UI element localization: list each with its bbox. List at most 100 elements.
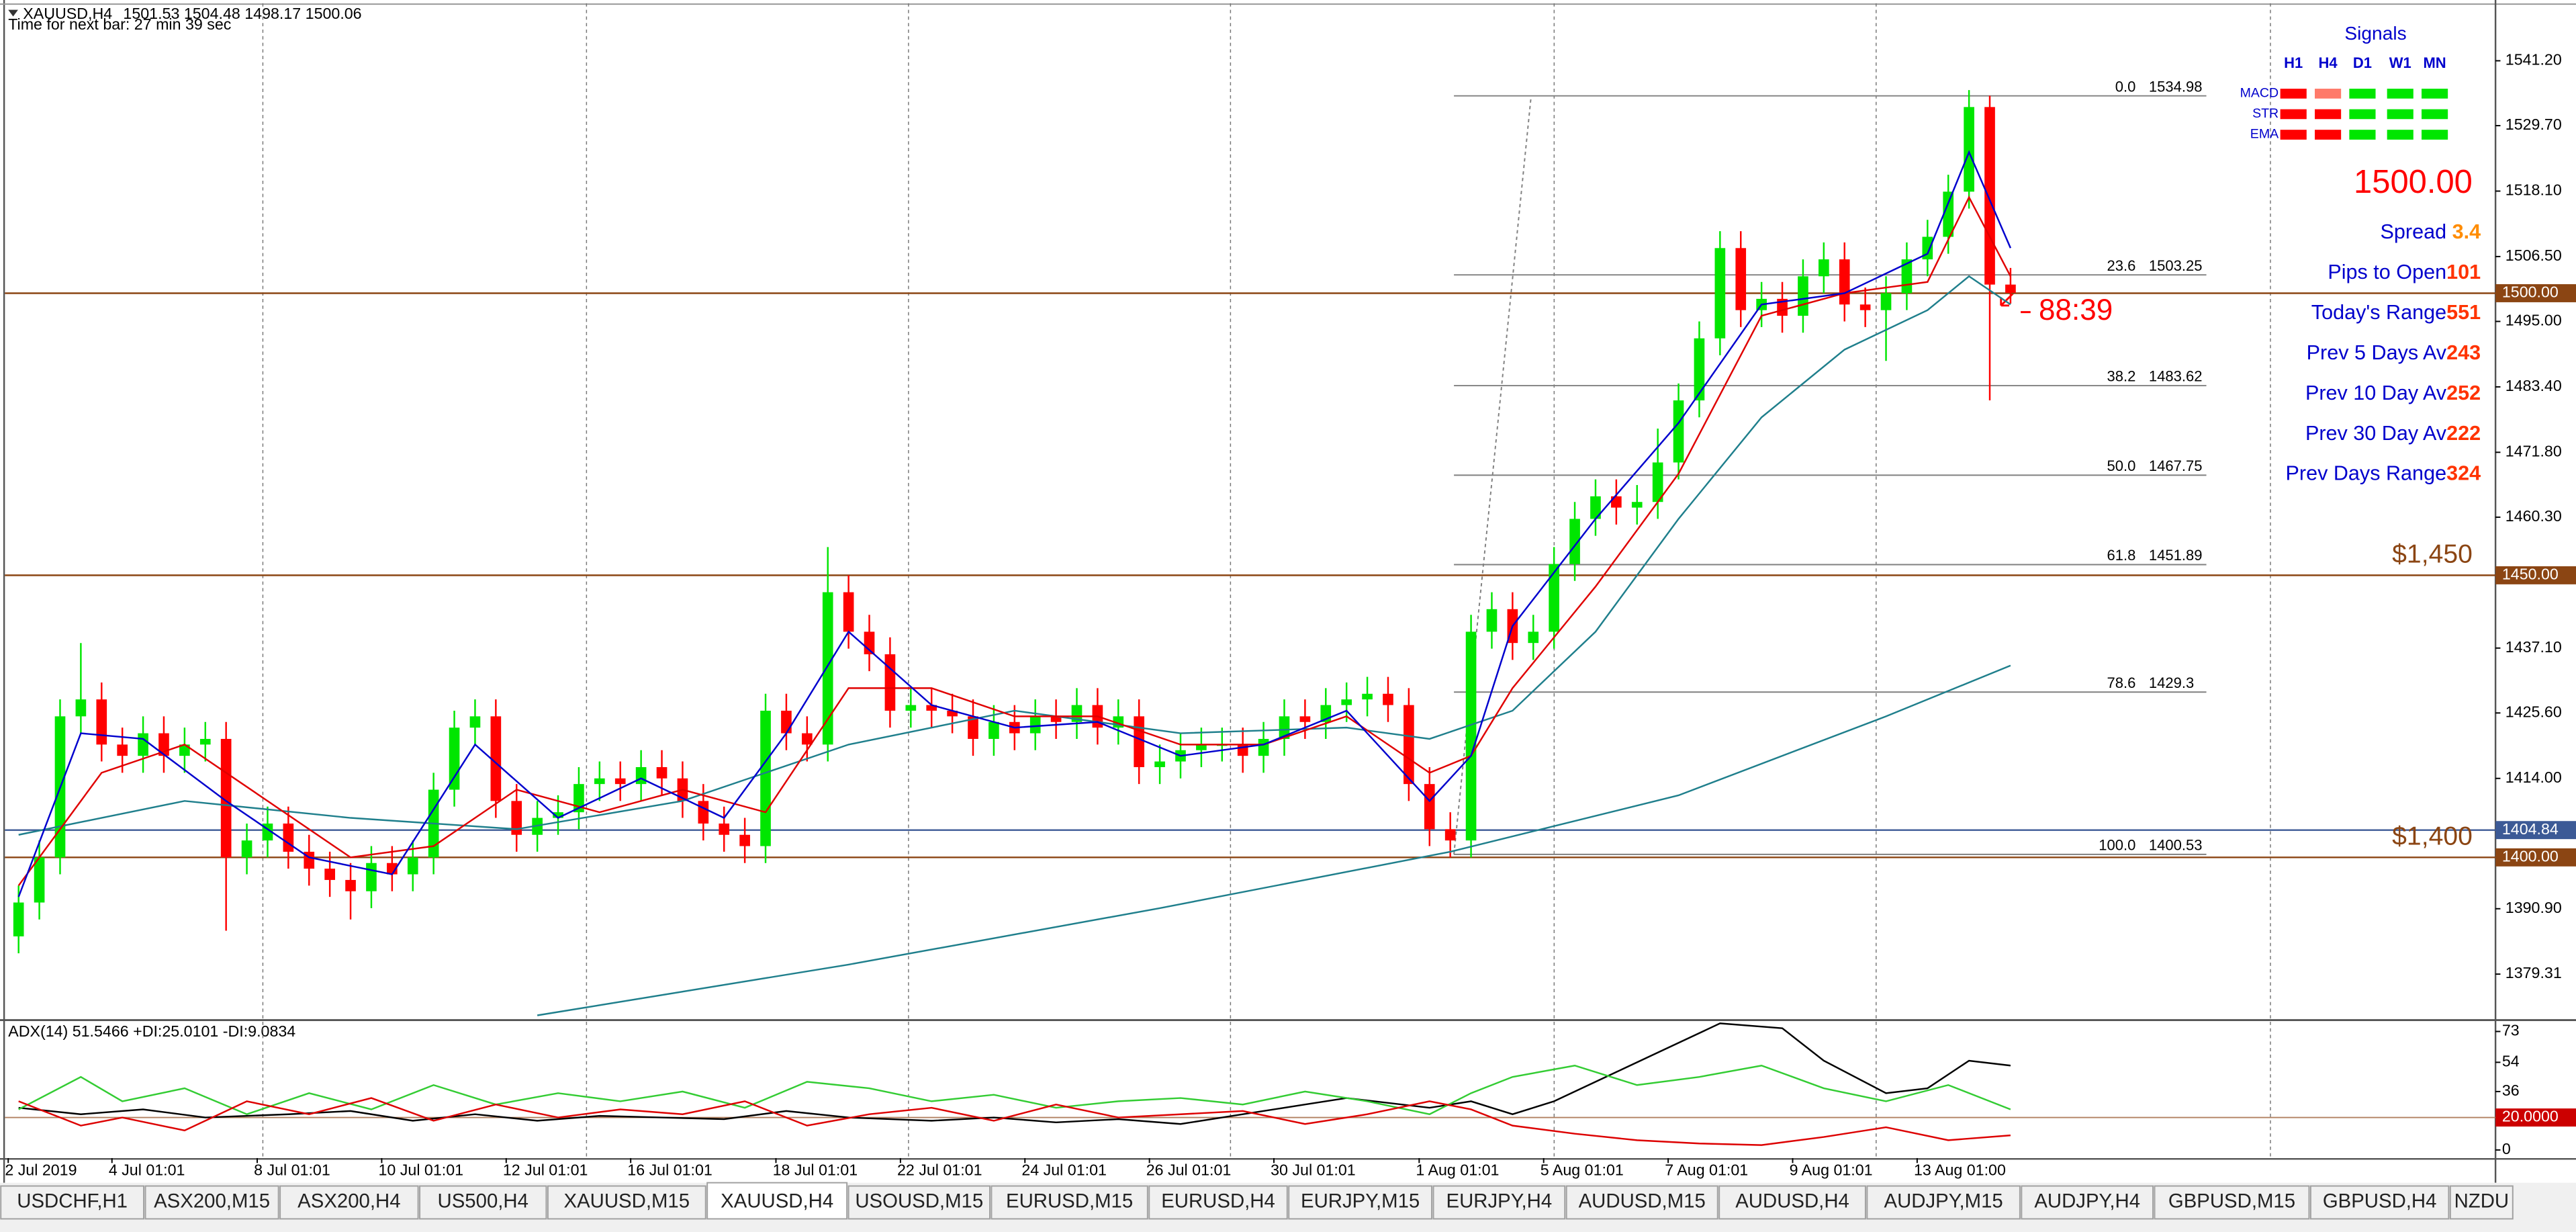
level-badge-label: 20.0000: [2502, 1108, 2559, 1125]
tab[interactable]: [991, 1185, 1148, 1220]
level-badge-label: 1400.00: [2502, 847, 2559, 865]
tab[interactable]: [0, 1185, 145, 1220]
info-value: 243: [2446, 341, 2481, 364]
tab[interactable]: [2449, 1185, 2514, 1220]
candle-body: [1880, 293, 1892, 310]
tab-label[interactable]: GBPUSD,M15: [2168, 1190, 2295, 1213]
tab[interactable]: [2154, 1185, 2310, 1220]
tab[interactable]: [1718, 1185, 1866, 1220]
candle-body: [469, 716, 481, 728]
x-tick-label: 13 Aug 01:00: [1914, 1161, 2006, 1179]
tab-label[interactable]: ASX200,H4: [297, 1190, 400, 1213]
tab-label[interactable]: GBPUSD,H4: [2323, 1190, 2437, 1213]
fib-price: 1429.3: [2149, 674, 2194, 691]
moving-average: [537, 664, 2011, 1016]
candle-body: [1196, 744, 1207, 750]
y-tick-label: 1425.60: [2505, 703, 2562, 720]
level-badge-label: 1500.00: [2502, 283, 2559, 301]
y-tick-label: 1529.70: [2505, 116, 2562, 133]
tab[interactable]: [144, 1185, 279, 1220]
y-tick-label: 1390.90: [2505, 899, 2562, 916]
tab-label[interactable]: USDCHF,H1: [17, 1190, 128, 1213]
tab-label[interactable]: USOUSD,M15: [855, 1190, 983, 1213]
info-row: Prev 10 Day Av252: [2305, 382, 2481, 404]
collapse-icon[interactable]: [8, 9, 18, 17]
signals-row-label: STR: [2252, 106, 2279, 121]
x-tick-label: 22 Jul 01:01: [897, 1161, 982, 1179]
tab-label[interactable]: EURUSD,M15: [1006, 1190, 1133, 1213]
candle-body: [988, 721, 999, 739]
tab-label[interactable]: AUDUSD,H4: [1735, 1190, 1849, 1213]
chart-header: XAUUSD,H4 1501.53 1504.48 1498.17 1500.0…: [23, 5, 361, 22]
tab-label[interactable]: EURJPY,M15: [1301, 1190, 1420, 1213]
candle-body: [760, 710, 771, 846]
info-value: 551: [2446, 301, 2481, 324]
candle-body: [241, 840, 252, 858]
tab-label[interactable]: AUDUSD,M15: [1579, 1190, 1706, 1213]
level-badge: [2495, 848, 2576, 867]
y-tick-label: 1460.30: [2505, 507, 2562, 525]
moving-average: [18, 275, 2011, 836]
tab[interactable]: [2021, 1185, 2154, 1220]
candle-body: [179, 744, 190, 756]
tab-label[interactable]: EURJPY,H4: [1446, 1190, 1553, 1213]
info-label: Prev 10 Day Av: [2305, 382, 2447, 404]
candle-body: [947, 710, 958, 717]
tab-label[interactable]: XAUUSD,H4: [721, 1190, 833, 1213]
info-row: Prev 30 Day Av222: [2305, 422, 2481, 445]
signals-column: D1: [2353, 54, 2372, 71]
candle-body: [1590, 496, 1601, 519]
tab[interactable]: [279, 1185, 419, 1220]
tab[interactable]: [1866, 1185, 2021, 1220]
candle-body: [1424, 784, 1435, 830]
fib-level: 0.0: [2115, 78, 2136, 95]
candle-body: [138, 733, 148, 756]
candle-body: [1404, 705, 1414, 785]
candle-body: [1694, 338, 1705, 401]
candle-body: [345, 879, 356, 891]
fib-level: 61.8: [2107, 547, 2136, 564]
tab-label[interactable]: XAUUSD,M15: [564, 1190, 690, 1213]
candle-body: [96, 699, 107, 745]
candle-body: [781, 710, 792, 734]
fib-price: 1400.53: [2149, 836, 2203, 853]
y-tick-label: 1379.31: [2505, 964, 2562, 981]
tab[interactable]: [419, 1185, 547, 1220]
tab-label[interactable]: US500,H4: [438, 1190, 528, 1213]
candle-body: [801, 733, 813, 745]
moving-average: [17, 150, 2012, 897]
fib-price: 1503.25: [2149, 257, 2203, 274]
x-tick-label: 26 Jul 01:01: [1146, 1161, 1232, 1179]
signals-column: MN: [2423, 54, 2446, 71]
tab-label[interactable]: AUDJPY,H4: [2034, 1190, 2140, 1213]
tab-label[interactable]: AUDJPY,M15: [1884, 1190, 2003, 1213]
tab-label[interactable]: NZDU: [2454, 1190, 2510, 1213]
info-row: Today's Range551: [2311, 301, 2481, 324]
candle-body: [1258, 738, 1269, 756]
tab[interactable]: [1288, 1185, 1433, 1220]
tab[interactable]: [2309, 1185, 2450, 1220]
info-row: Pips to Open101: [2328, 261, 2481, 283]
tab[interactable]: [706, 1182, 848, 1220]
signal-cell: [2315, 109, 2342, 120]
tab[interactable]: [1432, 1185, 1566, 1220]
signal-cell: [2387, 89, 2413, 99]
tab[interactable]: [847, 1185, 991, 1220]
info-value: 101: [2446, 261, 2481, 283]
tab[interactable]: [547, 1185, 706, 1220]
candle-body: [1341, 699, 1352, 705]
info-row: Prev 5 Days Av243: [2307, 341, 2481, 364]
candle-body: [968, 716, 978, 739]
candle-body: [1071, 705, 1083, 722]
tab[interactable]: [1148, 1185, 1288, 1220]
moving-average: [17, 195, 2012, 887]
close: 1500.06: [306, 5, 362, 22]
tab-label[interactable]: EURUSD,H4: [1161, 1190, 1275, 1213]
tab-label[interactable]: ASX200,M15: [154, 1190, 270, 1213]
candle-body: [2005, 284, 2016, 293]
candle-body: [822, 592, 833, 745]
y-tick-label: 1518.10: [2505, 181, 2562, 199]
tab[interactable]: [1565, 1185, 1718, 1220]
candle-body: [449, 728, 460, 790]
